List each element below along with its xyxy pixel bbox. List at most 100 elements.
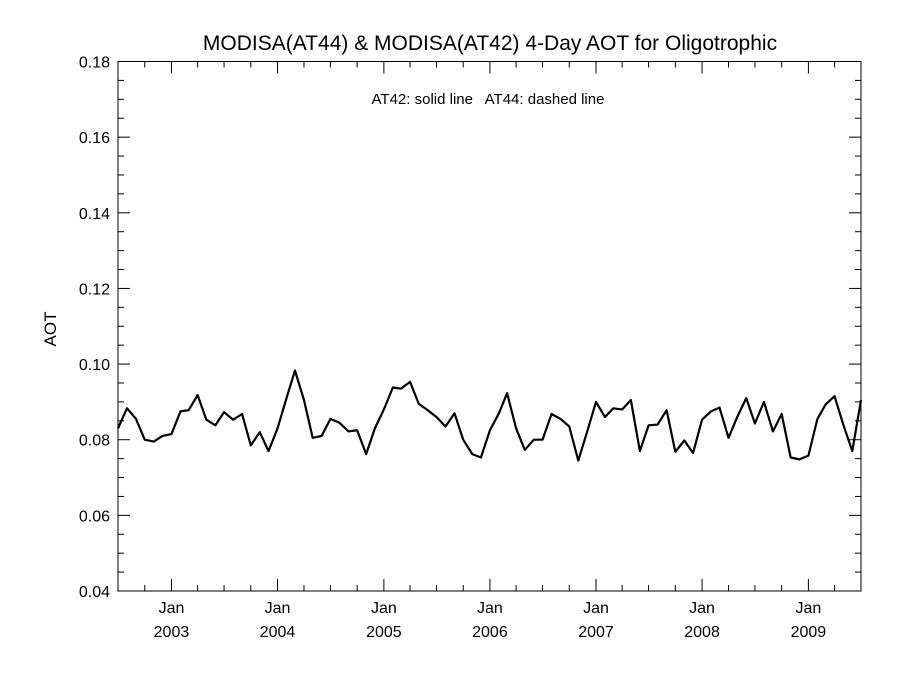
data-point (135, 417, 138, 420)
data-point (338, 421, 341, 424)
chart-title: MODISA(AT44) & MODISA(AT42) 4-Day AOT fo… (203, 32, 777, 55)
data-point (462, 438, 465, 441)
data-point (701, 418, 704, 421)
x-tick-month-label: Jan (477, 600, 503, 617)
data-point (515, 427, 518, 430)
y-tick-label: 0.12 (79, 281, 110, 298)
data-point (807, 454, 810, 457)
data-point (541, 438, 544, 441)
y-tick-label: 0.04 (79, 584, 110, 601)
data-point (249, 444, 252, 447)
data-point (745, 397, 748, 400)
data-point (710, 410, 713, 413)
x-tick-month-label: Jan (265, 600, 291, 617)
data-point (241, 412, 244, 415)
data-point (780, 412, 783, 415)
data-point (196, 394, 199, 397)
data-point (409, 380, 412, 383)
data-point (126, 407, 129, 410)
y-tick-label: 0.10 (79, 357, 110, 374)
series-layer (116, 369, 863, 462)
y-tick-label: 0.08 (79, 433, 110, 450)
data-point (851, 450, 854, 453)
data-point (577, 459, 580, 462)
x-tick-month-label: Jan (371, 600, 397, 617)
data-point (683, 439, 686, 442)
x-tick-month-label: Jan (583, 600, 609, 617)
data-point (329, 417, 332, 420)
data-point (833, 395, 836, 398)
data-point (488, 429, 491, 432)
data-point (258, 431, 261, 434)
data-point (435, 416, 438, 419)
y-tick-label: 0.06 (79, 508, 110, 525)
data-point (302, 399, 305, 402)
data-point (532, 438, 535, 441)
data-point (214, 424, 217, 427)
data-point (382, 408, 385, 411)
data-point (842, 423, 845, 426)
data-point (471, 453, 474, 456)
data-point (117, 427, 120, 430)
data-point (860, 399, 863, 402)
data-point (816, 417, 819, 420)
data-point (179, 410, 182, 413)
y-tick-label: 0.14 (79, 206, 110, 223)
x-tick-month-label: Jan (159, 600, 185, 617)
x-tick-year-label: 2006 (472, 624, 508, 641)
x-tick-month-label: Jan (689, 600, 715, 617)
x-tick-year-label: 2005 (366, 624, 402, 641)
data-point (692, 451, 695, 454)
data-point (736, 416, 739, 419)
x-tick-year-label: 2009 (791, 624, 827, 641)
data-point (205, 418, 208, 421)
data-point (621, 408, 624, 411)
data-point (497, 412, 500, 415)
data-point (718, 406, 721, 409)
data-point (347, 430, 350, 433)
data-point (665, 409, 668, 412)
data-point (161, 434, 164, 437)
data-point (170, 433, 173, 436)
data-point (674, 450, 677, 453)
data-point (426, 409, 429, 412)
data-point (311, 436, 314, 439)
data-point (276, 427, 279, 430)
data-point (356, 429, 359, 432)
data-point (629, 399, 632, 402)
data-point (293, 369, 296, 372)
data-point (824, 403, 827, 406)
data-point (391, 386, 394, 389)
data-point (479, 456, 482, 459)
data-point (647, 424, 650, 427)
data-point (762, 400, 765, 403)
tick-marks (118, 61, 861, 592)
y-axis-label: AOT (41, 312, 60, 347)
data-point (506, 392, 509, 395)
y-tick-label: 0.18 (79, 55, 110, 72)
x-tick-year-label: 2003 (154, 624, 190, 641)
data-point (656, 423, 659, 426)
data-point (453, 412, 456, 415)
data-point (612, 407, 615, 410)
data-point (187, 409, 190, 412)
data-point (568, 425, 571, 428)
data-point (753, 422, 756, 425)
plot-frame (117, 61, 862, 592)
x-tick-year-label: 2004 (260, 624, 296, 641)
x-tick-year-label: 2008 (684, 624, 720, 641)
data-point (771, 430, 774, 433)
data-point (223, 411, 226, 414)
data-point (604, 416, 607, 419)
y-tick-label: 0.16 (79, 130, 110, 147)
data-point (417, 402, 420, 405)
data-point (143, 438, 146, 441)
data-point (232, 418, 235, 421)
series-style-note: AT42: solid line AT44: dashed line (372, 91, 605, 108)
data-point (727, 436, 730, 439)
data-point (585, 431, 588, 434)
data-point (444, 425, 447, 428)
x-tick-year-label: 2007 (578, 624, 614, 641)
data-point (594, 400, 597, 403)
data-point (638, 450, 641, 453)
